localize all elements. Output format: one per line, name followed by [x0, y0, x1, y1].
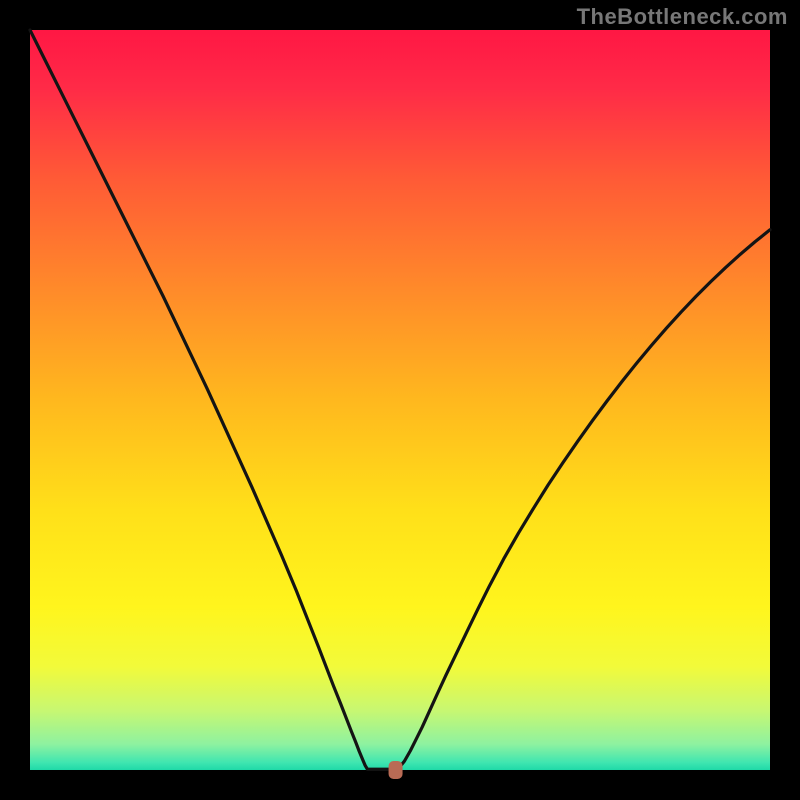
chart-container: TheBottleneck.com [0, 0, 800, 800]
watermark-label: TheBottleneck.com [577, 4, 788, 30]
optimum-marker [389, 761, 403, 779]
bottleneck-chart [0, 0, 800, 800]
gradient-background [30, 30, 770, 770]
